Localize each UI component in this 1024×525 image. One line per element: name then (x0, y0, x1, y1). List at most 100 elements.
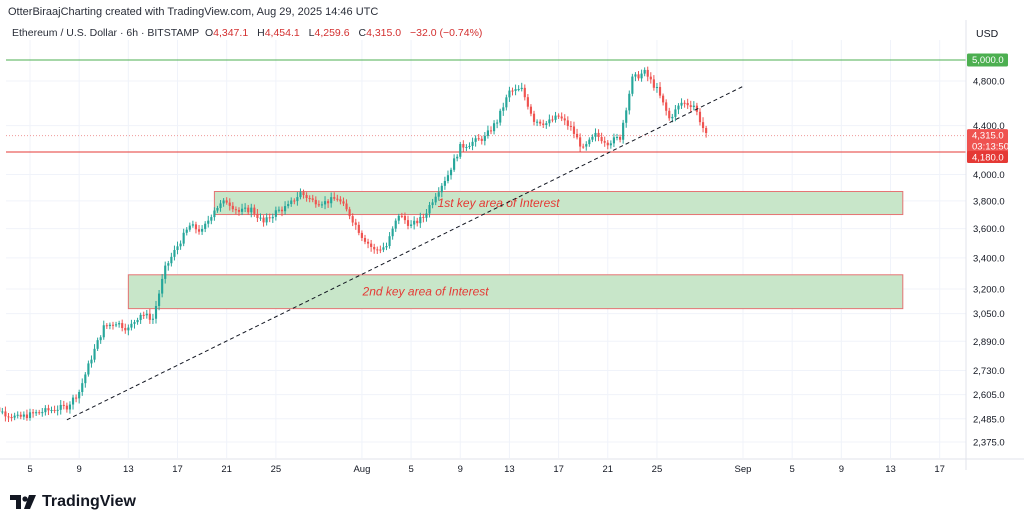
candle-body (25, 414, 29, 419)
candle (625, 107, 628, 128)
candle-body (121, 323, 124, 328)
candle (127, 324, 130, 336)
candle-body (194, 224, 198, 230)
candle (256, 208, 259, 223)
candle-body (290, 200, 293, 205)
tradingview-brand: TradingView (10, 493, 136, 511)
candle-body (259, 217, 262, 219)
candle (615, 133, 619, 141)
candle (453, 154, 456, 172)
candle (370, 239, 373, 252)
resistance-badge-bg (967, 53, 1008, 67)
candle (142, 311, 145, 320)
candle-body (391, 228, 394, 237)
candle-body (575, 133, 579, 138)
candle (692, 101, 695, 111)
candle-body (422, 216, 425, 218)
candle (213, 207, 216, 221)
candle-body (287, 204, 290, 207)
price-axis[interactable]: 2,375.0 2,485.0 2,605.0 2,730.0 2,890.0 3,050… (965, 20, 1005, 470)
candle (594, 128, 597, 142)
candle (136, 317, 139, 325)
candle-body (416, 220, 419, 224)
candle-body (111, 324, 115, 326)
candle-body (480, 138, 483, 141)
candle-body (453, 158, 456, 170)
candle-body (486, 130, 489, 136)
candle (554, 111, 557, 123)
candle (468, 142, 471, 150)
candle-body (492, 123, 496, 132)
candle (81, 378, 84, 396)
candle-body (234, 209, 237, 211)
candle (16, 411, 19, 419)
candle (443, 176, 446, 190)
candle-body (247, 207, 250, 213)
candle-body (462, 144, 465, 148)
candle (87, 360, 90, 377)
trendline (66, 85, 744, 421)
candle-body (637, 74, 640, 79)
candle-body (250, 207, 253, 213)
time-axis[interactable]: 5 9 13 17 21 25 Aug 5 9 13 17 21 25 Sep 5 9 13 17 (0, 458, 1024, 475)
candle (545, 120, 548, 129)
candle (314, 196, 317, 208)
candle (548, 114, 551, 127)
candle (385, 242, 388, 251)
candle (360, 230, 363, 242)
candle (477, 134, 480, 141)
close-value: 4,315.0 (366, 27, 402, 39)
candle-body (127, 327, 130, 331)
candle-body (628, 93, 631, 111)
candle (75, 394, 78, 403)
support-badge-text: 4,180.0 (972, 152, 1004, 163)
candle (397, 213, 400, 225)
candle (505, 94, 508, 111)
price-tick-label: 4,800.0 (973, 77, 1005, 88)
candle-body (459, 144, 462, 157)
candle-body (566, 120, 569, 126)
candle-body (348, 209, 351, 217)
candle-body (182, 232, 185, 244)
candle (486, 125, 489, 139)
candle-body (545, 123, 548, 125)
candle-body (370, 243, 373, 247)
candle (44, 405, 47, 416)
candle-body (434, 196, 437, 203)
candle-body (705, 128, 708, 133)
candle (280, 206, 284, 217)
candle-body (28, 412, 32, 419)
candle (351, 213, 354, 227)
time-tick-label: 13 (885, 464, 896, 475)
candle-body (585, 144, 588, 147)
candle (327, 199, 330, 208)
currency-label[interactable]: USD (976, 28, 999, 40)
candle (293, 198, 296, 205)
candle (391, 226, 394, 240)
candle (413, 216, 416, 230)
candle (563, 114, 566, 126)
candle-body (640, 73, 643, 79)
candle-body (35, 412, 38, 414)
candle-body (284, 206, 287, 212)
candle (124, 323, 127, 334)
candle-body (293, 200, 296, 202)
candle-body (333, 197, 336, 199)
candle (228, 198, 231, 211)
candle-body (237, 209, 241, 212)
candle-body (588, 139, 591, 145)
candle (658, 82, 662, 99)
candle-body (603, 141, 606, 143)
candle-body (440, 185, 443, 193)
candle (99, 335, 102, 344)
candle-body (539, 121, 542, 124)
candle-body (176, 246, 179, 251)
candle-body (167, 263, 170, 266)
candle-body (336, 198, 339, 200)
candle (622, 119, 625, 144)
candle (551, 115, 554, 123)
interest-zone-2 (127, 274, 904, 310)
candle-body (419, 216, 422, 224)
candle (25, 409, 29, 421)
